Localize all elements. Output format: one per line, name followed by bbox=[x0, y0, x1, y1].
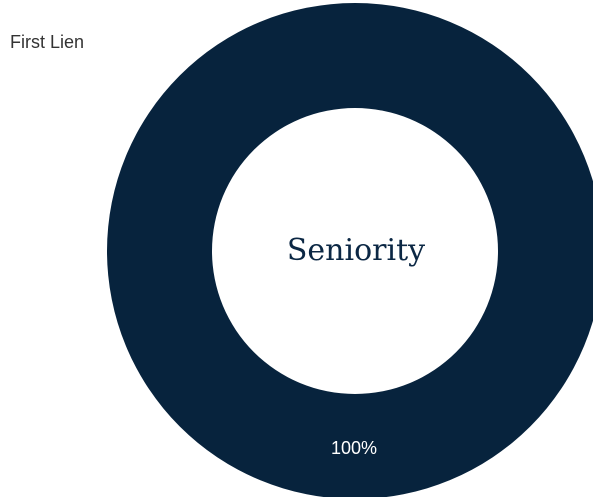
donut-slices bbox=[107, 3, 593, 497]
chart-center-title: Seniority bbox=[287, 233, 425, 268]
legend-label-first-lien: First Lien bbox=[10, 32, 84, 52]
slice-data-label: 100% bbox=[331, 438, 377, 458]
donut-slice-first-lien bbox=[107, 3, 593, 497]
